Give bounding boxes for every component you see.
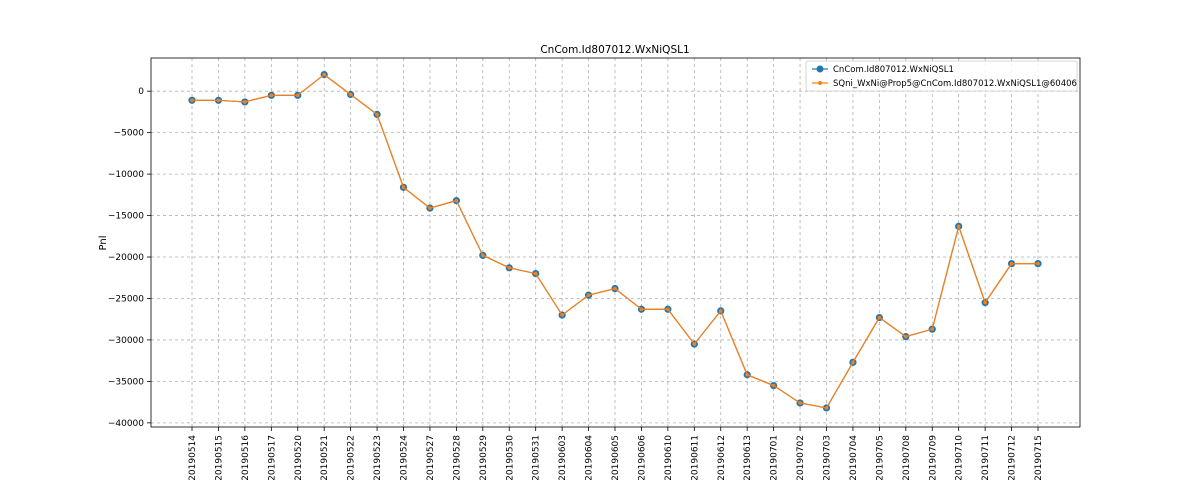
x-tick-label: 20190516 xyxy=(241,435,251,480)
legend-box xyxy=(805,60,1078,92)
series-2-point xyxy=(904,334,908,339)
x-tick-label: 20190529 xyxy=(479,435,489,480)
series-2-point xyxy=(481,253,485,258)
series-2-point xyxy=(269,93,274,98)
series-2-point xyxy=(533,271,538,276)
series-2-point xyxy=(824,406,829,410)
x-tick-label: 20190612 xyxy=(717,435,727,480)
series-2-point xyxy=(560,313,564,317)
series-2-point xyxy=(295,93,300,98)
x-tick-label: 20190530 xyxy=(505,435,515,480)
series-2-point xyxy=(348,92,353,97)
x-tick-label: 20190527 xyxy=(426,435,436,480)
series-2-point xyxy=(666,307,670,312)
x-tick-label: 20190708 xyxy=(902,435,912,480)
series-2-point xyxy=(401,185,406,190)
x-tick-label: 20190517 xyxy=(267,435,277,480)
x-tick-label: 20190521 xyxy=(320,435,330,480)
series-2-point xyxy=(692,342,697,346)
series-2-point xyxy=(428,206,432,210)
series-layer xyxy=(188,70,1042,412)
legend-label-series-2: SQni_WxNi@Prop5@CnCom.Id807012.WxNiQSL1@… xyxy=(833,79,1077,89)
x-tick-label: 20190611 xyxy=(690,435,700,480)
axes: 0 −5000 −10000 −15000 −20000 −25000 −30000 −350… xyxy=(108,87,1044,480)
series-2-point xyxy=(454,198,459,203)
legend-marker-series-2 xyxy=(818,81,822,85)
x-tick-label: 20190604 xyxy=(585,435,595,480)
series-2-point xyxy=(1009,261,1014,266)
y-tick-label: −25000 xyxy=(108,294,144,304)
x-tick-label: 20190522 xyxy=(347,435,357,480)
series-2-point xyxy=(877,315,882,320)
series-2-point xyxy=(930,327,935,331)
series-2-point xyxy=(983,300,987,305)
x-tick-label: 20190715 xyxy=(1034,435,1044,480)
y-tick-label: −30000 xyxy=(108,336,144,346)
y-tick-label: −35000 xyxy=(108,377,144,387)
x-tick-label: 20190709 xyxy=(928,435,938,480)
x-tick-label: 20190704 xyxy=(849,435,859,480)
series-2-point xyxy=(375,112,379,117)
series-2-point xyxy=(956,224,961,229)
series-2-point xyxy=(745,372,749,377)
series-2-point xyxy=(243,100,247,104)
series-2-point xyxy=(216,98,221,103)
series-2-point xyxy=(771,383,776,388)
x-tick-label: 20190524 xyxy=(400,435,410,480)
x-tick-label: 20190605 xyxy=(611,435,621,480)
series-2-point xyxy=(613,286,617,291)
series-2-point xyxy=(190,98,194,103)
series-2-point xyxy=(507,265,512,270)
legend-marker-series-1 xyxy=(816,65,824,73)
legend: CnCom.Id807012.WxNiQSL1 SQni_WxNi@Prop5@… xyxy=(805,60,1078,92)
x-tick-label: 20190531 xyxy=(532,435,542,480)
series-2-point xyxy=(851,360,855,365)
series-2-point xyxy=(718,309,723,313)
chart-title: CnCom.Id807012.WxNiQSL1 xyxy=(540,44,689,56)
series-2-point xyxy=(1036,261,1040,266)
legend-label-series-1: CnCom.Id807012.WxNiQSL1 xyxy=(833,65,954,75)
y-tick-label: −40000 xyxy=(108,419,144,429)
y-tick-label: −10000 xyxy=(108,170,144,180)
x-tick-label: 20190514 xyxy=(188,435,198,480)
grid xyxy=(151,58,1080,427)
x-tick-label: 20190703 xyxy=(823,435,833,480)
x-tick-label: 20190705 xyxy=(875,435,885,480)
series-2-point xyxy=(798,401,802,405)
y-tick-label: −5000 xyxy=(114,129,145,139)
y-axis-label: Pnl xyxy=(98,236,109,251)
x-tick-label: 20190701 xyxy=(770,435,780,480)
x-tick-label: 20190712 xyxy=(1008,435,1018,480)
x-tick-label: 20190710 xyxy=(955,435,965,480)
x-tick-label: 20190515 xyxy=(214,435,224,480)
plot-frame xyxy=(150,57,1081,428)
x-tick-label: 20190520 xyxy=(294,435,304,480)
x-tick-label: 20190711 xyxy=(981,435,991,480)
x-tick-label: 20190603 xyxy=(558,435,568,480)
series-2-point xyxy=(322,72,326,77)
y-tick-label: −15000 xyxy=(108,212,144,222)
series-2-point xyxy=(639,307,644,312)
x-tick-label: 20190613 xyxy=(743,435,753,480)
x-tick-label: 20190610 xyxy=(664,435,674,480)
x-tick-label: 20190523 xyxy=(373,435,383,480)
x-tick-label: 20190606 xyxy=(637,435,647,480)
y-tick-label: −20000 xyxy=(108,253,144,263)
x-tick-label: 20190528 xyxy=(452,435,462,480)
x-tick-label: 20190702 xyxy=(796,435,806,480)
series-2-point xyxy=(586,293,591,297)
y-tick-label: 0 xyxy=(138,87,144,97)
